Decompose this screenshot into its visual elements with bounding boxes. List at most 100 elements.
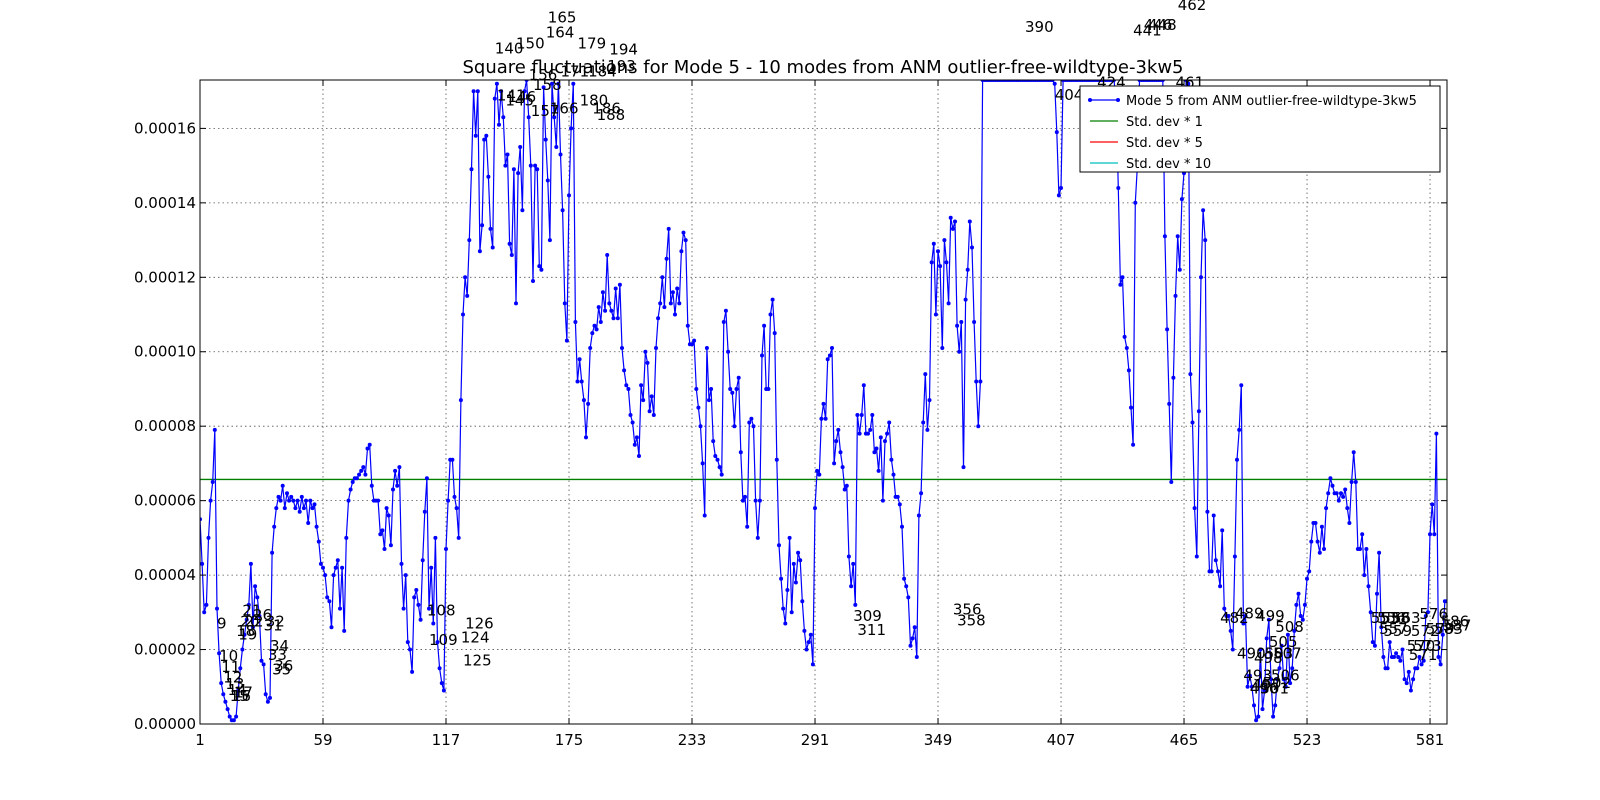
data-point [248, 561, 253, 566]
data-point [590, 331, 595, 336]
data-point [1228, 628, 1233, 633]
data-point [1118, 282, 1123, 287]
data-point [842, 487, 847, 492]
data-point [713, 454, 718, 458]
data-point [388, 543, 393, 548]
data-point [836, 427, 841, 432]
x-tick-label: 59 [313, 731, 332, 749]
data-point [1339, 491, 1343, 496]
point-label: 17 [234, 683, 253, 701]
data-point [887, 420, 892, 425]
data-point [1343, 487, 1348, 492]
data-point [849, 584, 854, 589]
data-point [1230, 647, 1235, 652]
point-label: 193 [607, 57, 636, 75]
data-point [1434, 431, 1439, 436]
data-point [314, 524, 319, 529]
data-point [1305, 576, 1309, 581]
data-point [439, 681, 444, 686]
data-point [707, 398, 711, 403]
data-point [791, 561, 796, 566]
y-tick-label: 0.00008 [134, 417, 196, 435]
data-point [473, 133, 478, 138]
data-point [704, 346, 709, 350]
data-point [567, 193, 571, 198]
y-tick-label: 0.00014 [134, 194, 196, 212]
data-point [592, 323, 597, 328]
data-point [325, 595, 330, 600]
data-point [1237, 427, 1242, 432]
data-point [692, 338, 697, 343]
y-tick-label: 0.00004 [134, 566, 196, 584]
data-point [234, 714, 239, 719]
data-point [516, 171, 521, 176]
data-point [1247, 673, 1252, 678]
data-point [1245, 684, 1250, 689]
data-point [571, 81, 576, 86]
data-point [923, 372, 928, 377]
data-point [1411, 677, 1416, 682]
legend-label: Mode 5 from ANM outlier-free-wildtype-3k… [1126, 94, 1417, 109]
data-point [1186, 81, 1191, 86]
data-point [238, 666, 243, 671]
data-point [813, 506, 817, 511]
data-point [717, 465, 722, 470]
data-point [441, 688, 446, 693]
point-label: 32 [266, 613, 285, 631]
data-point [329, 625, 334, 630]
data-point [1398, 658, 1403, 663]
data-point [970, 245, 974, 250]
point-label: 31 [264, 616, 283, 634]
data-point [1428, 532, 1432, 537]
data-point [1368, 610, 1373, 615]
data-point [931, 241, 936, 246]
point-label: 158 [533, 76, 562, 94]
data-point [840, 465, 845, 470]
data-point [594, 327, 599, 332]
point-label: 507 [1273, 644, 1302, 662]
data-point [806, 640, 811, 645]
data-point [641, 398, 646, 403]
legend-label: Std. dev * 1 [1126, 115, 1203, 130]
x-tick-label: 465 [1170, 731, 1199, 749]
data-point [1322, 547, 1326, 551]
point-label: 16 [232, 687, 251, 705]
point-label: 579 [1426, 620, 1455, 638]
data-point [728, 387, 733, 391]
data-point [745, 524, 750, 529]
point-label: 194 [609, 41, 638, 59]
data-point [458, 398, 463, 403]
point-label: 180 [580, 92, 609, 110]
data-point [299, 494, 304, 499]
data-point [1421, 658, 1426, 663]
data-point [306, 521, 311, 525]
data-point [338, 606, 342, 611]
data-point [376, 498, 381, 503]
point-label: 309 [853, 607, 882, 625]
data-point [963, 297, 968, 302]
data-point [598, 320, 603, 324]
point-label: 150 [516, 35, 545, 53]
point-label: 36 [274, 657, 293, 675]
data-point [221, 692, 226, 697]
data-point [853, 602, 858, 607]
data-point [902, 576, 907, 581]
legend-label: Std. dev * 5 [1126, 136, 1203, 151]
data-point [1385, 666, 1390, 671]
data-point [344, 535, 349, 540]
data-point [579, 379, 584, 384]
data-point [225, 707, 230, 712]
data-point [677, 301, 682, 306]
point-label: 157 [531, 102, 560, 120]
point-label: 34 [270, 637, 289, 655]
data-point [499, 89, 504, 94]
data-point [834, 439, 839, 444]
data-point [615, 316, 620, 321]
data-point [891, 472, 896, 477]
data-point [1262, 688, 1267, 693]
data-point [1319, 524, 1324, 529]
data-point [378, 532, 383, 537]
point-label: 11 [221, 658, 240, 676]
data-point [757, 498, 762, 503]
data-point [916, 513, 921, 518]
